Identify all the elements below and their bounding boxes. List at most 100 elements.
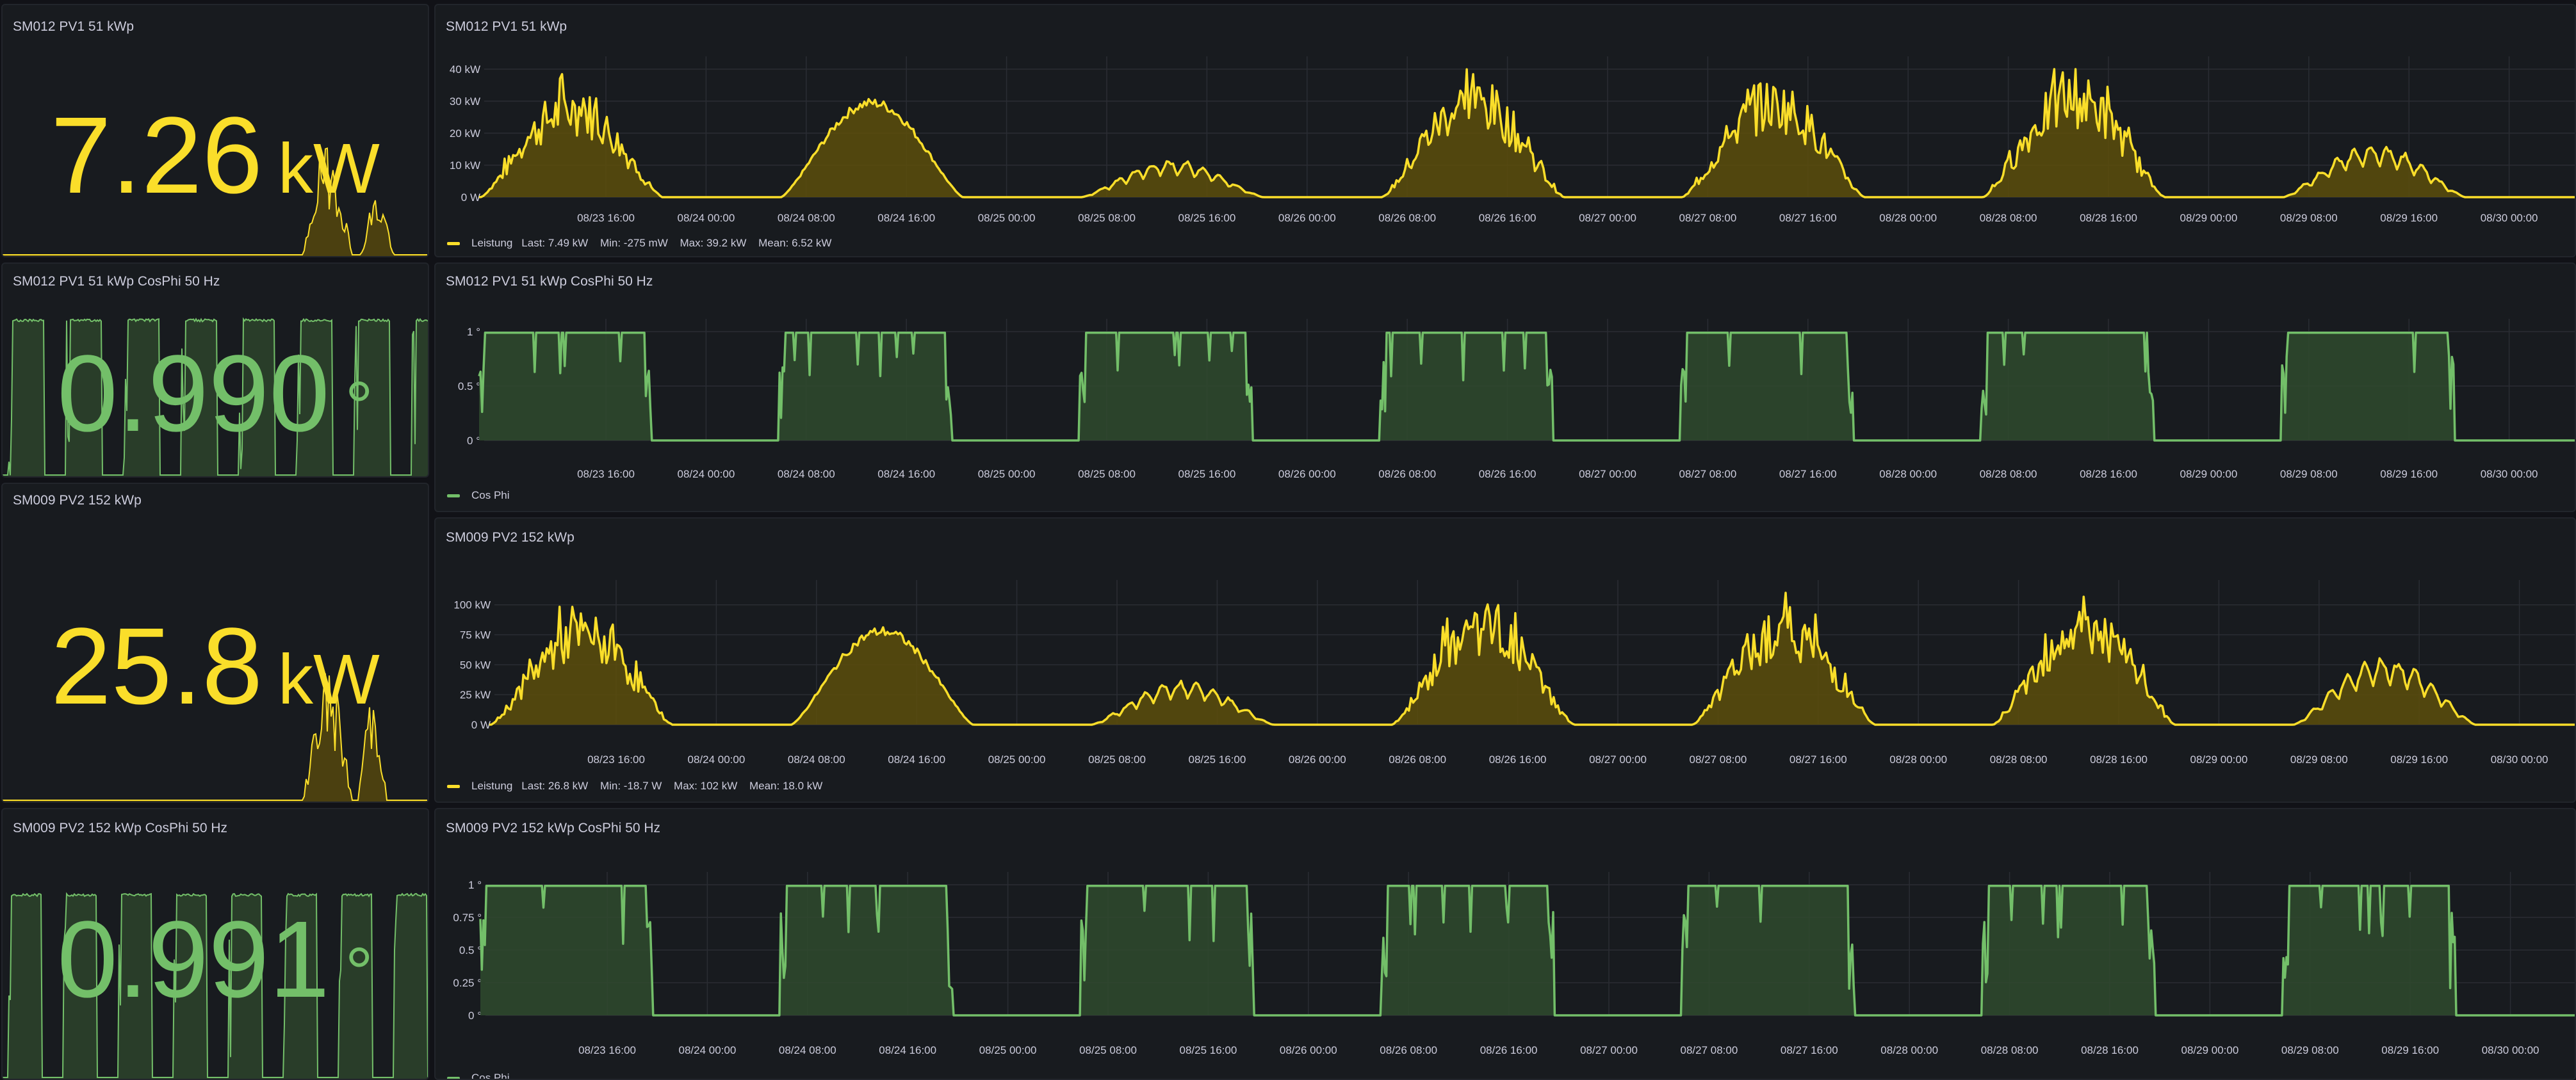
x-tick-label: 08/26 08:00 [1380, 1044, 1437, 1056]
sparkline-line [3, 892, 428, 1078]
x-tick-label: 08/29 00:00 [2180, 468, 2237, 480]
x-tick-label: 08/29 16:00 [2381, 1044, 2439, 1056]
y-tick-label: 1 ° [468, 879, 482, 891]
y-tick-label: 1 ° [467, 326, 480, 338]
graph-panel-title: SM009 PV2 152 kWp [446, 530, 575, 545]
graph-legend[interactable]: Cos Phi [447, 489, 510, 502]
legend-series-name: Cos Phi [471, 489, 510, 501]
stat-panel-title: SM009 PV2 152 kWp CosPhi 50 Hz [13, 821, 227, 835]
stat-panel-title: SM009 PV2 152 kWp [13, 493, 142, 508]
x-tick-label: 08/26 16:00 [1489, 754, 1547, 766]
series-line [479, 885, 2575, 1017]
graph-panel-2[interactable]: SM012 PV1 51 kWp CosPhi 50 Hz 0 ° 0.5 ° 1 … [434, 262, 2576, 512]
sparkline-fill [3, 148, 428, 256]
graph-panel-3[interactable]: SM009 PV2 152 kWp 0 W 25 kW 50 kW 75 kW 100 … [434, 517, 2576, 803]
stat-value-unit: kW [278, 640, 380, 719]
x-tick-label: 08/25 00:00 [978, 212, 1036, 223]
x-tick-label: 08/28 00:00 [1879, 212, 1937, 223]
x-tick-label: 08/26 00:00 [1278, 468, 1336, 480]
series-line [489, 592, 2575, 726]
x-tick-label: 08/25 00:00 [979, 1044, 1037, 1056]
x-tick-label: 08/26 08:00 [1378, 212, 1436, 223]
graph-plot[interactable]: 0 ° 0.25 ° 0.5 ° 0.75 ° 1 ° 08/23 16:00 08/24 … [436, 809, 2576, 1065]
x-tick-label: 08/27 08:00 [1680, 1044, 1738, 1056]
graph-legend[interactable]: Cos Phi [447, 1072, 510, 1080]
x-tick-label: 08/28 16:00 [2081, 1044, 2139, 1056]
x-tick-label: 08/27 16:00 [1779, 468, 1837, 480]
graph-panel-title: SM009 PV2 152 kWp CosPhi 50 Hz [446, 821, 660, 835]
stat-panel-4[interactable]: SM009 PV2 152 kWp CosPhi 50 Hz 0.991 ° [1, 808, 429, 1080]
x-tick-label: 08/29 00:00 [2180, 212, 2237, 223]
sparkline-line [3, 317, 428, 476]
x-tick-label: 08/27 00:00 [1579, 468, 1636, 480]
legend-stat-max: Max: 102 kW [674, 780, 738, 792]
x-tick-label: 08/30 00:00 [2481, 212, 2538, 223]
stat-sparkline [3, 892, 428, 1079]
stat-value-unit: kW [278, 129, 380, 208]
y-tick-label: 30 kW [450, 95, 480, 108]
x-tick-label: 08/27 00:00 [1580, 1044, 1638, 1056]
legend-series-name: Cos Phi [471, 1072, 510, 1080]
x-tick-label: 08/26 00:00 [1280, 1044, 1337, 1056]
x-tick-label: 08/29 00:00 [2190, 754, 2247, 766]
x-tick-label: 08/27 08:00 [1679, 212, 1736, 223]
y-tick-label: 10 kW [450, 159, 480, 172]
x-tick-label: 08/30 00:00 [2491, 754, 2548, 766]
x-tick-label: 08/24 16:00 [888, 754, 945, 766]
stat-panel-1[interactable]: SM012 PV1 51 kWp 7.26 kW [1, 4, 429, 257]
stat-value: 7.26 kW [3, 101, 428, 210]
x-tick-label: 08/23 16:00 [577, 468, 635, 480]
sparkline-fill [3, 319, 428, 476]
y-tick-label: 0.25 ° [453, 977, 482, 989]
stat-panel-title: SM012 PV1 51 kWp [13, 19, 135, 34]
x-tick-label: 08/24 08:00 [778, 212, 835, 223]
x-tick-label: 08/26 00:00 [1278, 212, 1336, 223]
legend-stat-mean: Mean: 18.0 kW [749, 780, 823, 792]
stat-value-number: 0.991 [57, 899, 330, 1020]
x-tick-label: 08/30 00:00 [2481, 468, 2538, 480]
stat-panel-2[interactable]: SM012 PV1 51 kWp CosPhi 50 Hz 0.990 ° [1, 262, 429, 478]
x-tick-label: 08/27 08:00 [1679, 468, 1736, 480]
graph-plot[interactable]: 0 W 25 kW 50 kW 75 kW 100 kW 08/23 16:00 08/24… [436, 519, 2576, 775]
graph-panel-1[interactable]: SM012 PV1 51 kWp 0 W 10 kW 20 kW 30 kW 40 kW… [434, 4, 2576, 257]
graph-panel-title: SM012 PV1 51 kWp [446, 19, 567, 34]
x-tick-label: 08/29 08:00 [2280, 212, 2338, 223]
y-tick-label: 20 kW [450, 127, 480, 140]
x-tick-label: 08/27 16:00 [1781, 1044, 1838, 1056]
graph-panel-4[interactable]: SM009 PV2 152 kWp CosPhi 50 Hz 0 ° 0.25 °… [434, 808, 2576, 1080]
stat-value-number: 0.990 [57, 333, 330, 455]
stat-value: 0.990 ° [3, 339, 428, 448]
graph-plot[interactable]: 0 ° 0.5 ° 1 ° 08/23 16:00 08/24 00:00 08/24 0… [436, 264, 2576, 483]
graph-legend[interactable]: Leistung Last: 26.8 kW Min: -18.7 W Max:… [447, 780, 822, 793]
x-tick-label: 08/25 00:00 [988, 754, 1046, 766]
sparkline-fill [3, 894, 428, 1079]
y-tick-label: 75 kW [460, 629, 491, 641]
x-tick-label: 08/27 00:00 [1589, 754, 1647, 766]
legend-stat-min: Min: -275 mW [599, 237, 668, 249]
graph-panel-title: SM012 PV1 51 kWp CosPhi 50 Hz [446, 274, 653, 289]
y-tick-label: 25 kW [460, 689, 491, 701]
x-tick-label: 08/24 00:00 [687, 754, 745, 766]
x-tick-label: 08/25 08:00 [1079, 1044, 1137, 1056]
x-tick-label: 08/28 08:00 [1981, 1044, 2039, 1056]
y-tick-label: 0.75 ° [453, 912, 482, 924]
x-tick-label: 08/24 00:00 [677, 212, 735, 223]
stat-panel-3[interactable]: SM009 PV2 152 kWp 25.8 kW [1, 483, 429, 803]
x-tick-label: 08/28 16:00 [2080, 212, 2137, 223]
stat-value-number: 25.8 [51, 606, 263, 727]
stat-sparkline [3, 147, 428, 256]
x-tick-label: 08/29 16:00 [2380, 212, 2438, 223]
x-tick-label: 08/27 00:00 [1579, 212, 1636, 223]
x-tick-label: 08/24 08:00 [778, 468, 835, 480]
series-line [478, 331, 2575, 442]
x-tick-label: 08/24 16:00 [877, 468, 935, 480]
x-tick-label: 08/26 08:00 [1378, 468, 1436, 480]
x-tick-label: 08/29 00:00 [2181, 1044, 2238, 1056]
y-tick-label: 0.5 ° [458, 380, 480, 392]
x-tick-label: 08/29 08:00 [2281, 1044, 2339, 1056]
x-tick-label: 08/25 16:00 [1179, 1044, 1237, 1056]
graph-plot[interactable]: 0 W 10 kW 20 kW 30 kW 40 kW 08/23 16:00 08/24 … [436, 5, 2576, 223]
graph-legend[interactable]: Leistung Last: 7.49 kW Min: -275 mW Max:… [447, 237, 831, 250]
x-tick-label: 08/27 16:00 [1779, 212, 1837, 223]
y-tick-label: 50 kW [460, 659, 491, 671]
